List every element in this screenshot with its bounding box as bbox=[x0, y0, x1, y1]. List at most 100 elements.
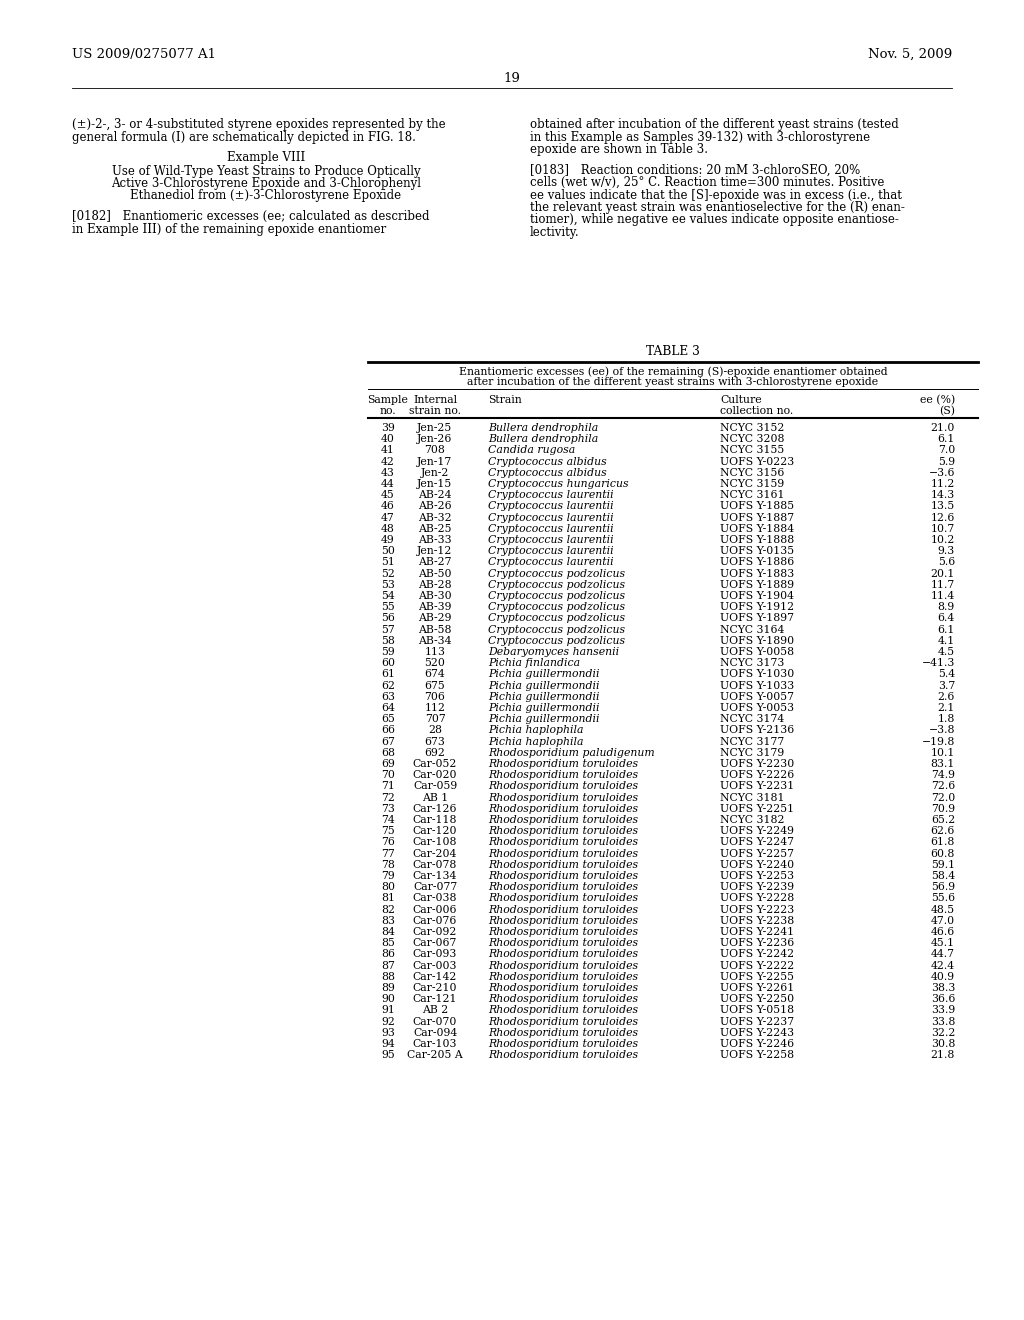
Text: Rhodosporidium toruloides: Rhodosporidium toruloides bbox=[488, 972, 638, 982]
Text: UOFS Y-2230: UOFS Y-2230 bbox=[720, 759, 795, 770]
Text: 49: 49 bbox=[381, 535, 395, 545]
Text: 83.1: 83.1 bbox=[931, 759, 955, 770]
Text: Pichia finlandica: Pichia finlandica bbox=[488, 659, 581, 668]
Text: 520: 520 bbox=[425, 659, 445, 668]
Text: Culture: Culture bbox=[720, 395, 762, 405]
Text: UOFS Y-2255: UOFS Y-2255 bbox=[720, 972, 794, 982]
Text: Jen-2: Jen-2 bbox=[421, 467, 450, 478]
Text: NCYC 3159: NCYC 3159 bbox=[720, 479, 784, 488]
Text: AB 1: AB 1 bbox=[422, 792, 449, 803]
Text: 46.6: 46.6 bbox=[931, 927, 955, 937]
Text: 7.0: 7.0 bbox=[938, 445, 955, 455]
Text: UOFS Y-2226: UOFS Y-2226 bbox=[720, 770, 795, 780]
Text: 674: 674 bbox=[425, 669, 445, 680]
Text: Car-103: Car-103 bbox=[413, 1039, 458, 1049]
Text: AB-32: AB-32 bbox=[418, 512, 452, 523]
Text: 5.9: 5.9 bbox=[938, 457, 955, 466]
Text: 10.2: 10.2 bbox=[931, 535, 955, 545]
Text: AB-28: AB-28 bbox=[418, 579, 452, 590]
Text: strain no.: strain no. bbox=[409, 407, 461, 416]
Text: 60.8: 60.8 bbox=[931, 849, 955, 858]
Text: no.: no. bbox=[380, 407, 396, 416]
Text: Rhodosporidium toruloides: Rhodosporidium toruloides bbox=[488, 759, 638, 770]
Text: Cryptococcus laurentii: Cryptococcus laurentii bbox=[488, 524, 613, 533]
Text: Car-006: Car-006 bbox=[413, 904, 458, 915]
Text: Example VIII: Example VIII bbox=[227, 150, 305, 164]
Text: Car-118: Car-118 bbox=[413, 814, 458, 825]
Text: 40.9: 40.9 bbox=[931, 972, 955, 982]
Text: AB-29: AB-29 bbox=[418, 614, 452, 623]
Text: AB-27: AB-27 bbox=[418, 557, 452, 568]
Text: 5.6: 5.6 bbox=[938, 557, 955, 568]
Text: Jen-25: Jen-25 bbox=[418, 422, 453, 433]
Text: UOFS Y-1886: UOFS Y-1886 bbox=[720, 557, 795, 568]
Text: Rhodosporidium toruloides: Rhodosporidium toruloides bbox=[488, 849, 638, 858]
Text: NCYC 3155: NCYC 3155 bbox=[720, 445, 784, 455]
Text: 72.6: 72.6 bbox=[931, 781, 955, 792]
Text: 55.6: 55.6 bbox=[931, 894, 955, 903]
Text: 77: 77 bbox=[381, 849, 395, 858]
Text: UOFS Y-2136: UOFS Y-2136 bbox=[720, 726, 795, 735]
Text: 33.9: 33.9 bbox=[931, 1006, 955, 1015]
Text: Pichia guillermondii: Pichia guillermondii bbox=[488, 669, 599, 680]
Text: 84: 84 bbox=[381, 927, 395, 937]
Text: Rhodosporidium toruloides: Rhodosporidium toruloides bbox=[488, 792, 638, 803]
Text: 87: 87 bbox=[381, 961, 395, 970]
Text: Jen-12: Jen-12 bbox=[418, 546, 453, 556]
Text: UOFS Y-1033: UOFS Y-1033 bbox=[720, 681, 795, 690]
Text: 72: 72 bbox=[381, 792, 395, 803]
Text: 675: 675 bbox=[425, 681, 445, 690]
Text: 59: 59 bbox=[381, 647, 395, 657]
Text: 36.6: 36.6 bbox=[931, 994, 955, 1005]
Text: Cryptococcus laurentii: Cryptococcus laurentii bbox=[488, 512, 613, 523]
Text: TABLE 3: TABLE 3 bbox=[646, 345, 700, 358]
Text: 56.9: 56.9 bbox=[931, 882, 955, 892]
Text: 4.1: 4.1 bbox=[938, 636, 955, 645]
Text: Pichia guillermondii: Pichia guillermondii bbox=[488, 714, 599, 725]
Text: 44.7: 44.7 bbox=[931, 949, 955, 960]
Text: Ethanediol from (±)-3-Chlorostyrene Epoxide: Ethanediol from (±)-3-Chlorostyrene Epox… bbox=[130, 190, 401, 202]
Text: Pichia guillermondii: Pichia guillermondii bbox=[488, 681, 599, 690]
Text: Cryptococcus podzolicus: Cryptococcus podzolicus bbox=[488, 624, 625, 635]
Text: 70: 70 bbox=[381, 770, 395, 780]
Text: AB-39: AB-39 bbox=[418, 602, 452, 612]
Text: Debaryomyces hansenii: Debaryomyces hansenii bbox=[488, 647, 620, 657]
Text: Use of Wild-Type Yeast Strains to Produce Optically: Use of Wild-Type Yeast Strains to Produc… bbox=[112, 165, 420, 177]
Text: 70.9: 70.9 bbox=[931, 804, 955, 814]
Text: 85: 85 bbox=[381, 939, 395, 948]
Text: UOFS Y-0223: UOFS Y-0223 bbox=[720, 457, 795, 466]
Text: Car-205 A: Car-205 A bbox=[408, 1051, 463, 1060]
Text: UOFS Y-2240: UOFS Y-2240 bbox=[720, 859, 795, 870]
Text: 62.6: 62.6 bbox=[931, 826, 955, 836]
Text: UOFS Y-2239: UOFS Y-2239 bbox=[720, 882, 795, 892]
Text: Rhodosporidium toruloides: Rhodosporidium toruloides bbox=[488, 781, 638, 792]
Text: Jen-26: Jen-26 bbox=[418, 434, 453, 445]
Text: NCYC 3152: NCYC 3152 bbox=[720, 422, 784, 433]
Text: NCYC 3161: NCYC 3161 bbox=[720, 490, 784, 500]
Text: UOFS Y-1897: UOFS Y-1897 bbox=[720, 614, 794, 623]
Text: 71: 71 bbox=[381, 781, 395, 792]
Text: AB-26: AB-26 bbox=[418, 502, 452, 511]
Text: −3.8: −3.8 bbox=[929, 726, 955, 735]
Text: Cryptococcus albidus: Cryptococcus albidus bbox=[488, 467, 607, 478]
Text: 21.0: 21.0 bbox=[931, 422, 955, 433]
Text: Rhodosporidium toruloides: Rhodosporidium toruloides bbox=[488, 961, 638, 970]
Text: 20.1: 20.1 bbox=[931, 569, 955, 578]
Text: 14.3: 14.3 bbox=[931, 490, 955, 500]
Text: 33.8: 33.8 bbox=[931, 1016, 955, 1027]
Text: Car-038: Car-038 bbox=[413, 894, 458, 903]
Text: UOFS Y-1885: UOFS Y-1885 bbox=[720, 502, 795, 511]
Text: 13.5: 13.5 bbox=[931, 502, 955, 511]
Text: Cryptococcus podzolicus: Cryptococcus podzolicus bbox=[488, 579, 625, 590]
Text: NCYC 3177: NCYC 3177 bbox=[720, 737, 784, 747]
Text: AB-30: AB-30 bbox=[418, 591, 452, 601]
Text: 61: 61 bbox=[381, 669, 395, 680]
Text: Cryptococcus hungaricus: Cryptococcus hungaricus bbox=[488, 479, 629, 488]
Text: 40: 40 bbox=[381, 434, 395, 445]
Text: 42: 42 bbox=[381, 457, 395, 466]
Text: 57: 57 bbox=[381, 624, 395, 635]
Text: general formula (I) are schematically depicted in FIG. ​18.: general formula (I) are schematically de… bbox=[72, 131, 416, 144]
Text: Rhodosporidium toruloides: Rhodosporidium toruloides bbox=[488, 916, 638, 925]
Text: Cryptococcus podzolicus: Cryptococcus podzolicus bbox=[488, 636, 625, 645]
Text: 12.6: 12.6 bbox=[931, 512, 955, 523]
